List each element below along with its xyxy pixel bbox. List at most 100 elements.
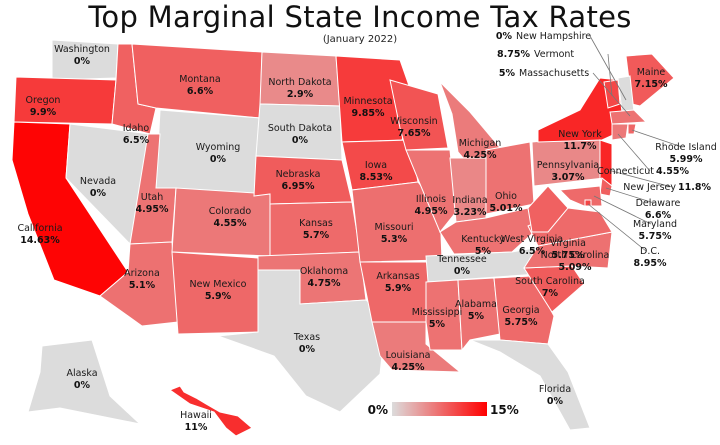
state-name-ca: California	[17, 223, 62, 234]
state-name-vt: Vermont	[534, 49, 574, 60]
state-rate-ny: 11.7%	[564, 141, 597, 152]
state-rate-sc: 7%	[542, 288, 559, 299]
state-rate-al: 5%	[468, 311, 485, 322]
state-name-de: Delaware	[636, 198, 681, 209]
state-name-nc: North Carolina	[541, 250, 610, 261]
legend-gradient-bar	[392, 402, 487, 416]
state-rate-nv: 0%	[90, 188, 107, 199]
state-name-ny: New York	[558, 129, 602, 140]
state-rate-ga: 5.75%	[505, 317, 538, 328]
state-name-sd: South Dakota	[268, 123, 332, 134]
state-rate-hi: 11%	[185, 422, 208, 433]
state-rate-vt: 8.75%	[497, 49, 530, 60]
state-name-id: Idaho	[123, 123, 150, 134]
state-name-me: Maine	[637, 67, 666, 78]
state-rate-az: 5.1%	[129, 280, 156, 291]
state-name-wv: West Virginia	[501, 234, 563, 245]
state-shape-ak	[27, 339, 142, 425]
state-shape-ri	[627, 123, 637, 135]
state-shape-il	[405, 149, 457, 233]
state-shape-fl	[469, 339, 591, 431]
callout-line-md	[593, 195, 652, 225]
callout-line-ri	[631, 129, 683, 148]
legend-max-label: 15%	[490, 403, 519, 417]
callout-line-de	[605, 187, 655, 204]
callout-line-nj	[607, 169, 673, 188]
state-rate-wv: 6.5%	[519, 246, 546, 257]
state-rate-wa: 0%	[74, 56, 91, 67]
state-name-al: Alabama	[455, 299, 497, 310]
state-rate-wi: 7.65%	[398, 128, 431, 139]
state-name-pa: Pennsylvania	[537, 160, 599, 171]
state-shape-mo	[351, 181, 443, 263]
state-rate-tn: 0%	[454, 266, 471, 277]
state-rate-sd: 0%	[292, 135, 309, 146]
state-rate-ak: 0%	[74, 380, 91, 391]
state-name-nh: New Hampshire	[516, 31, 591, 42]
state-name-ma: Massachusetts	[519, 68, 589, 79]
callout-lines	[587, 35, 683, 252]
state-name-wa: Washington	[54, 44, 110, 55]
state-name-ri: Rhode Island	[655, 142, 717, 153]
state-name-nj: New Jersey	[623, 182, 676, 193]
state-rate-id: 6.5%	[123, 135, 150, 146]
state-rate-ia: 8.53%	[360, 172, 393, 183]
state-name-fl: Florida	[539, 384, 571, 395]
state-rate-nc: 5.09%	[559, 262, 592, 273]
state-rate-mo: 5.3%	[381, 234, 408, 245]
callout-line-ct	[617, 133, 651, 172]
state-name-ks: Kansas	[299, 218, 333, 229]
state-shapes	[11, 39, 675, 437]
state-rate-co: 4.55%	[214, 218, 247, 229]
state-shape-ct	[611, 123, 629, 141]
state-name-ut: Utah	[141, 192, 164, 203]
state-rate-ma: 5%	[499, 68, 516, 79]
state-labels: Washington0%Oregon9.9%California14.63%Ne…	[17, 31, 716, 433]
state-rate-ms: 5%	[429, 319, 446, 330]
state-rate-ri: 5.99%	[670, 154, 703, 165]
state-shape-wv	[527, 185, 569, 233]
state-rate-ok: 4.75%	[308, 278, 341, 289]
state-rate-nm: 5.9%	[205, 291, 232, 302]
state-rate-tx: 0%	[299, 344, 316, 355]
state-name-dc: D.C.	[640, 246, 660, 257]
state-rate-nh: 0%	[496, 31, 513, 42]
color-legend: 0% 15%	[368, 402, 519, 417]
state-name-wy: Wyoming	[196, 142, 241, 153]
state-name-md: Maryland	[633, 219, 677, 230]
state-rate-oh: 5.01%	[490, 203, 523, 214]
state-shape-ma	[609, 109, 648, 125]
state-name-ia: Iowa	[365, 160, 387, 171]
state-name-or: Oregon	[26, 95, 61, 106]
state-name-nd: North Dakota	[268, 77, 331, 88]
state-rate-mi: 4.25%	[464, 150, 497, 161]
state-name-ga: Georgia	[502, 305, 539, 316]
state-name-il: Illinois	[416, 194, 446, 205]
state-rate-ky: 5%	[475, 246, 492, 257]
state-name-ak: Alaska	[66, 368, 97, 379]
state-rate-or: 9.9%	[30, 107, 57, 118]
map-subtitle: (January 2022)	[322, 34, 398, 45]
state-shape-hi	[168, 385, 253, 437]
callout-line-nh	[589, 35, 627, 101]
state-name-sc: South Carolina	[515, 276, 585, 287]
state-name-hi: Hawaii	[180, 410, 212, 421]
state-rate-md: 5.75%	[639, 231, 672, 242]
state-rate-mn: 9.85%	[352, 108, 385, 119]
state-shape-wi	[389, 79, 449, 151]
state-rate-ar: 5.9%	[385, 283, 412, 294]
state-rate-ne: 6.95%	[282, 181, 315, 192]
legend-min-label: 0%	[368, 403, 388, 417]
state-name-in: Indiana	[452, 195, 487, 206]
callout-line-dc	[587, 203, 647, 252]
state-name-wi: Wisconsin	[390, 116, 437, 127]
state-shape-al	[457, 277, 501, 352]
state-name-tx: Texas	[293, 332, 320, 343]
state-rate-ks: 5.7%	[303, 230, 330, 241]
state-shape-ms	[425, 279, 463, 351]
state-name-la: Louisiana	[386, 350, 431, 361]
state-rate-ca: 14.63%	[20, 235, 60, 246]
state-name-nm: New Mexico	[190, 279, 247, 290]
state-shape-tx	[217, 269, 387, 413]
